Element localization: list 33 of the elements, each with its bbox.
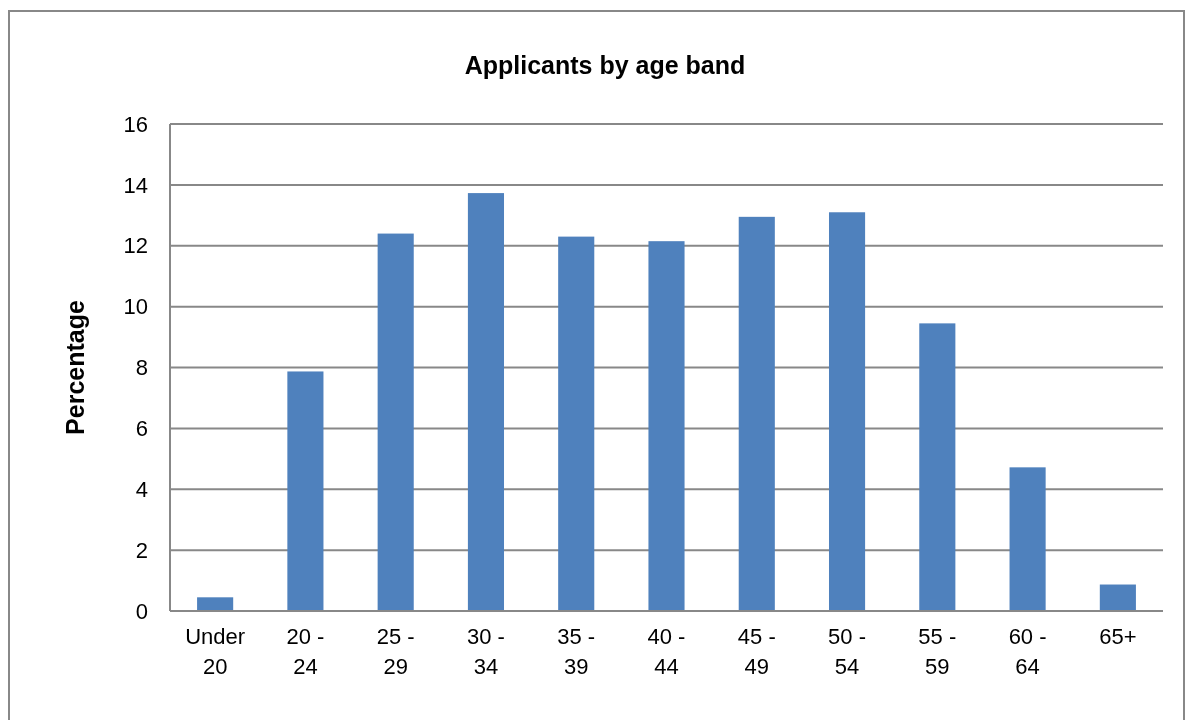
bar bbox=[558, 236, 595, 611]
y-tick-label: 8 bbox=[135, 355, 148, 381]
chart-title: Applicants by age band bbox=[464, 51, 746, 79]
x-tick-label: 40 - 44 bbox=[647, 624, 686, 679]
bar bbox=[467, 193, 505, 611]
y-tick-label: 12 bbox=[123, 233, 148, 259]
y-tick-label: 16 bbox=[123, 111, 148, 137]
y-tick-label: 14 bbox=[123, 172, 148, 198]
x-tick-label: 35 - 39 bbox=[557, 624, 596, 679]
bar bbox=[1009, 467, 1046, 611]
x-tick-label: 25 - 29 bbox=[376, 624, 415, 679]
y-tick-label: 4 bbox=[135, 476, 148, 502]
y-tick-label: 0 bbox=[135, 598, 148, 624]
bar bbox=[1099, 584, 1136, 611]
x-tick-label: 20 - 24 bbox=[286, 624, 325, 679]
x-tick-label: 30 - 34 bbox=[466, 624, 505, 679]
bar bbox=[738, 216, 775, 611]
bar bbox=[377, 233, 414, 611]
x-tick-label: 60 - 64 bbox=[1008, 624, 1047, 679]
x-tick-label: 65+ bbox=[1099, 624, 1137, 649]
x-tick-label: Under 20 bbox=[185, 624, 246, 679]
bar bbox=[648, 241, 685, 611]
bar bbox=[919, 323, 956, 611]
x-tick-label: 55 - 59 bbox=[918, 624, 957, 679]
bar bbox=[197, 597, 234, 611]
y-tick-label: 6 bbox=[135, 416, 148, 442]
y-tick-label: 10 bbox=[123, 294, 148, 320]
bar bbox=[828, 212, 866, 611]
x-tick-label: 45 - 49 bbox=[737, 624, 776, 679]
y-tick-label: 2 bbox=[135, 537, 148, 563]
x-tick-label: 50 - 54 bbox=[828, 624, 867, 679]
bar bbox=[287, 371, 324, 611]
y-axis-title: Percentage bbox=[61, 300, 89, 435]
